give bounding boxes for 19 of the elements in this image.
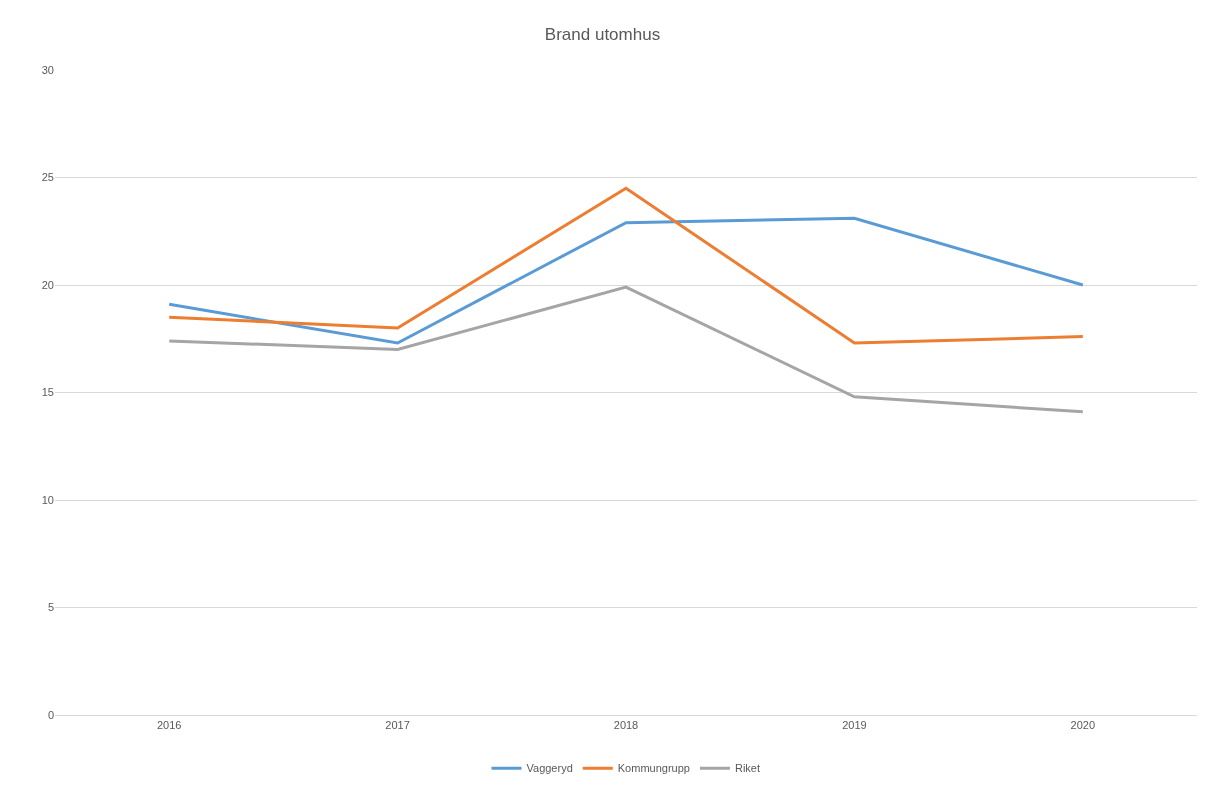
chart-title: Brand utomhus [544, 24, 661, 44]
legend-label: Riket [734, 762, 760, 775]
y-tick-label: 15 [41, 386, 54, 399]
y-tick-label: 20 [41, 278, 54, 291]
line-series [167, 285, 1085, 414]
x-tick-label: 2020 [1070, 719, 1096, 732]
x-tick-label: 2019 [842, 719, 867, 732]
y-tick-label: 10 [41, 493, 54, 506]
x-tick-label: 2018 [613, 719, 639, 732]
line-series [167, 216, 1085, 345]
y-tick-label: 5 [47, 601, 54, 614]
x-tick-label: 2016 [156, 719, 182, 732]
y-tick-label: 0 [47, 708, 54, 721]
x-tick-label: 2017 [385, 719, 410, 732]
legend-label: Vaggeryd [526, 762, 573, 775]
y-tick-label: 30 [41, 63, 54, 76]
y-tick-label: 25 [41, 171, 54, 184]
legend-label: Kommungrupp [617, 762, 690, 775]
line-series [167, 186, 1085, 345]
